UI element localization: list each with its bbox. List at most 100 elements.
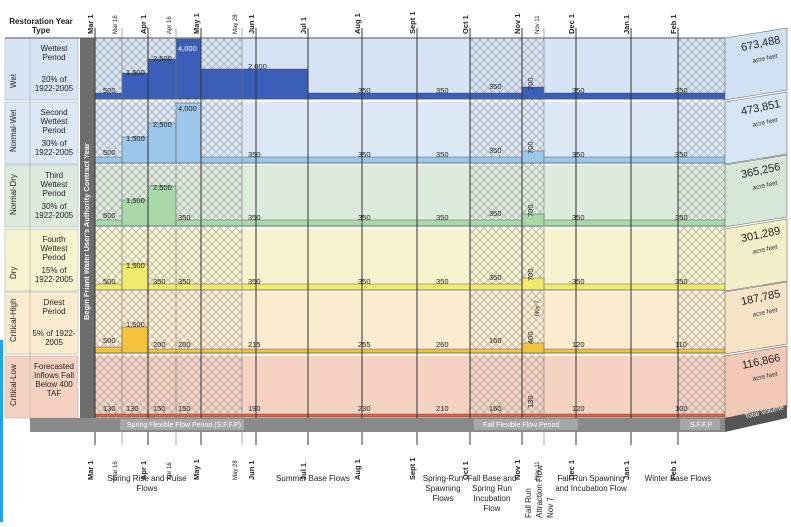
flow-period-vertical-label: Fall Run	[524, 488, 533, 518]
flow-value: 1,500	[126, 261, 145, 270]
flexible-period-hatch-2	[678, 38, 725, 418]
flow-value: 700	[526, 77, 535, 90]
sffp-label: S.F.F.P	[690, 422, 713, 429]
nov7-note: Nov 7	[535, 300, 541, 316]
flow-bar	[175, 38, 202, 100]
flow-bar	[121, 72, 149, 100]
top-date-label: Jan 1	[622, 14, 631, 34]
flow-value: 350	[572, 150, 585, 159]
row-type-normal-wet: Normal-Wet	[9, 108, 18, 152]
flow-period-vertical-label: Nov 7	[546, 497, 555, 518]
flow-bar	[175, 102, 202, 164]
flow-bar	[94, 156, 123, 164]
flow-value: 350	[572, 86, 585, 95]
bottom-date-label: May 28	[233, 460, 239, 480]
bottom-date-label: Mar 1	[86, 460, 95, 480]
total-cell	[724, 154, 788, 228]
flow-value: 350	[358, 277, 371, 286]
top-date-label: Aug 1	[353, 13, 362, 34]
total-cell	[724, 91, 788, 165]
top-date-label: May 1	[192, 13, 201, 34]
flow-bar	[147, 348, 726, 354]
flow-value: 350	[248, 277, 261, 286]
flow-value: 130	[126, 404, 139, 413]
flow-value: 350	[358, 86, 371, 95]
flow-value: 350	[489, 209, 502, 218]
flow-bar	[200, 156, 726, 164]
top-date-label: Feb 1	[669, 14, 678, 34]
row-label-bg	[4, 164, 79, 228]
contract-year-band	[80, 38, 95, 418]
flow-value: 500	[103, 277, 116, 286]
fall-period-band	[474, 419, 578, 430]
flow-value: 350	[248, 150, 261, 159]
flow-value: 350	[675, 277, 688, 286]
flow-value: 255	[358, 340, 371, 349]
row-percent: 5% of 1922-2005	[32, 329, 76, 347]
flow-value: 350	[248, 213, 261, 222]
flow-value: 500	[103, 86, 116, 95]
flow-value: 350	[153, 277, 166, 286]
spring-period-band	[120, 419, 244, 430]
row-type-critical-high: Critical-High	[9, 297, 18, 342]
top-date-label: Apr 16	[167, 16, 173, 34]
flow-value: 350	[675, 86, 688, 95]
flow-period-label: Spring Rise and Pulse Flows	[107, 474, 187, 493]
flow-value: 350	[178, 213, 191, 222]
flow-bar	[307, 92, 726, 100]
flow-value: 350	[489, 273, 502, 282]
flow-value: 260	[436, 340, 449, 349]
flow-value: 350	[358, 150, 371, 159]
total-volume-bar	[725, 405, 787, 432]
flow-value: 350	[572, 213, 585, 222]
flow-value: 350	[358, 213, 371, 222]
flow-period-vertical-label: Attraction Flow	[535, 465, 544, 518]
flow-bar	[521, 342, 545, 354]
flow-period-label: Fall Base and Spring Run Incubation Flow	[467, 474, 517, 513]
top-date-label: Nov 1	[513, 13, 522, 34]
flow-bar	[121, 199, 149, 227]
flow-value: 700	[526, 204, 535, 217]
flow-period-label: Winter Base Flows	[644, 474, 712, 483]
fall-flexible-period-label: Fall Flexible Flow Period	[483, 422, 560, 429]
flow-value: 350	[489, 82, 502, 91]
top-date-label: Jul 1	[299, 16, 308, 34]
flow-value: 100	[675, 404, 688, 413]
row-percent: 15% of 1922-2005	[34, 266, 74, 284]
flow-value: 350	[436, 277, 449, 286]
flow-value: 350	[436, 86, 449, 95]
flow-value: 1,500	[126, 68, 145, 77]
left-accent	[0, 340, 3, 522]
row-label-bg	[4, 291, 79, 355]
flow-value: 500	[103, 211, 116, 220]
flow-value: 160	[489, 336, 502, 345]
flow-bar	[147, 58, 177, 100]
flow-value: 1,500	[126, 134, 145, 143]
flow-value: 2,500	[153, 183, 172, 192]
flow-period-label: Fall Run Spawning and Incubation Flow	[555, 474, 627, 493]
flow-bar	[121, 326, 149, 354]
top-date-label: Oct 1	[461, 15, 470, 34]
total-cell	[724, 27, 788, 101]
flow-bar	[147, 122, 177, 164]
flow-value: 350	[572, 277, 585, 286]
flow-value: 350	[178, 277, 191, 286]
spring-flexible-period-label: Spring Flexible Flow Period (S.F.F.P)	[127, 422, 241, 429]
flow-bar	[147, 185, 177, 227]
row-label-bg	[4, 37, 79, 101]
row-period: Forecasted Inflows Fall Below 400 TAF	[33, 362, 75, 398]
flow-period-label: Spring-Run Spawning Flows	[422, 474, 464, 503]
row-period: Third Wettest Period	[40, 171, 68, 198]
total-cell	[724, 218, 788, 292]
flow-value: 2,000	[248, 62, 267, 71]
flow-value: 200	[178, 340, 191, 349]
flow-value: 210	[436, 404, 449, 413]
flow-bar	[200, 68, 309, 100]
flow-value: 230	[358, 404, 371, 413]
flow-value: 350	[436, 150, 449, 159]
flow-value: 2,500	[153, 54, 172, 63]
row-label-bg	[4, 228, 79, 292]
flow-value: 200	[153, 340, 166, 349]
flow-period-label: Summer Base Flows	[276, 474, 350, 483]
